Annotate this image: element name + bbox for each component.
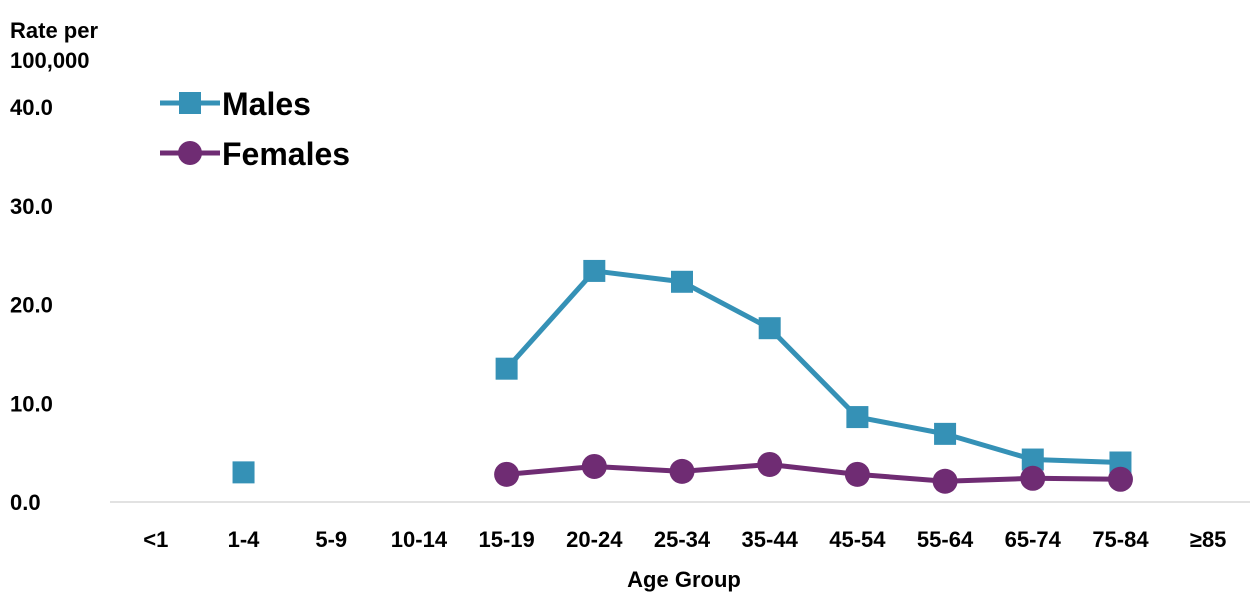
data-point-females	[932, 468, 958, 494]
data-point-males	[671, 270, 693, 293]
data-point-females	[1107, 466, 1133, 492]
legend-marker-males	[179, 92, 201, 114]
x-axis-ticks: <1 1-4 5-9 10-14 15-19 20-24 25-34 35-44 45-54 55…	[143, 527, 1226, 552]
data-point-males	[495, 357, 518, 380]
y-axis-label-line2: 100,000	[10, 48, 90, 73]
legend-item-males: Males	[160, 86, 311, 122]
y-tick-label: 0.0	[10, 490, 41, 515]
x-tick-label: 55-64	[917, 527, 974, 552]
series-females	[494, 451, 1133, 494]
legend-item-females: Females	[160, 136, 350, 172]
data-point-males	[934, 422, 957, 445]
data-point-females	[844, 461, 870, 487]
x-tick-label: 25-34	[654, 527, 711, 552]
x-tick-label: 5-9	[315, 527, 347, 552]
x-tick-label: 45-54	[829, 527, 886, 552]
series-males	[232, 259, 1132, 484]
x-tick-label: 1-4	[228, 527, 261, 552]
x-tick-label: 35-44	[742, 527, 799, 552]
data-point-females	[494, 461, 520, 487]
series-layer	[232, 259, 1133, 494]
data-point-males	[232, 461, 255, 484]
data-point-males	[846, 406, 869, 429]
legend-label-males: Males	[222, 86, 311, 122]
data-point-females	[669, 458, 695, 484]
data-point-males	[1021, 448, 1044, 471]
y-tick-label: 10.0	[10, 391, 53, 416]
y-tick-label: 30.0	[10, 194, 53, 219]
x-tick-label: 75-84	[1092, 527, 1149, 552]
legend: Males Females	[160, 86, 350, 172]
y-axis-ticks: 0.0 10.0 20.0 30.0 40.0	[10, 95, 53, 515]
x-tick-label: ≥85	[1190, 527, 1227, 552]
legend-marker-females	[178, 141, 202, 165]
data-point-males	[1109, 451, 1132, 474]
x-tick-label: <1	[143, 527, 168, 552]
data-point-females	[1020, 465, 1046, 491]
y-tick-label: 20.0	[10, 293, 53, 318]
data-point-males	[758, 317, 781, 340]
x-tick-label: 10-14	[391, 527, 448, 552]
y-axis-label-line1: Rate per	[10, 18, 98, 43]
x-tick-label: 15-19	[478, 527, 534, 552]
x-axis-title: Age Group	[627, 567, 741, 592]
series-line-females	[506, 461, 1121, 484]
data-point-females	[757, 451, 783, 477]
x-tick-label: 20-24	[566, 527, 623, 552]
data-point-females	[581, 453, 607, 479]
x-tick-label: 65-74	[1005, 527, 1062, 552]
y-tick-label: 40.0	[10, 95, 53, 120]
series-line-males	[504, 268, 1121, 465]
data-point-males	[583, 259, 606, 282]
legend-label-females: Females	[222, 136, 350, 172]
